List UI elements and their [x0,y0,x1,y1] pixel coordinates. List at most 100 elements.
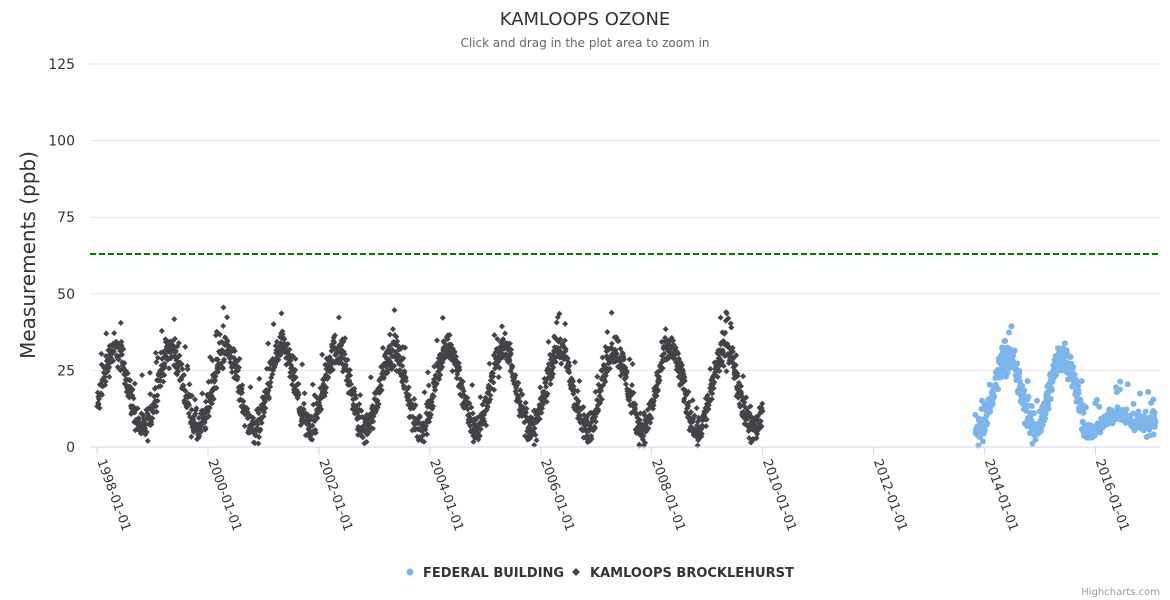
data-point[interactable] [533,437,540,444]
data-point[interactable] [1114,404,1121,411]
data-point[interactable] [1004,369,1011,376]
data-point[interactable] [269,371,276,378]
data-point[interactable] [1082,404,1089,411]
data-point[interactable] [131,380,138,387]
data-point[interactable] [346,366,353,373]
data-point[interactable] [432,386,439,393]
data-point[interactable] [1032,436,1039,443]
data-point[interactable] [550,371,557,378]
data-point[interactable] [351,385,358,392]
data-point[interactable] [152,349,159,356]
data-point[interactable] [1096,403,1103,410]
data-point[interactable] [506,357,513,364]
data-point[interactable] [705,406,712,413]
data-point[interactable] [347,372,354,379]
data-point[interactable] [720,362,727,369]
data-point[interactable] [260,413,267,420]
data-point[interactable] [191,396,198,403]
data-point[interactable] [406,392,413,399]
data-point[interactable] [341,351,348,358]
data-point[interactable] [255,440,262,447]
data-point[interactable] [460,388,467,395]
data-point[interactable] [507,350,514,357]
data-point[interactable] [681,377,688,384]
data-point[interactable] [98,350,105,357]
data-point[interactable] [732,362,739,369]
data-point[interactable] [367,374,374,381]
data-point[interactable] [234,374,241,381]
data-point[interactable] [728,324,735,331]
data-point[interactable] [433,337,440,344]
data-point[interactable] [1025,393,1032,400]
data-point[interactable] [208,400,215,407]
data-point[interactable] [451,348,458,355]
data-point[interactable] [1150,396,1157,403]
data-point[interactable] [727,320,734,327]
data-point[interactable] [314,415,321,422]
data-point[interactable] [1063,347,1070,354]
data-point[interactable] [1152,418,1159,425]
data-point[interactable] [623,368,630,375]
credits-link[interactable]: Highcharts.com [1081,587,1160,598]
data-point[interactable] [629,360,636,367]
data-point[interactable] [659,365,666,372]
data-point[interactable] [469,381,476,388]
data-point[interactable] [188,433,195,440]
data-point[interactable] [691,412,698,419]
data-point[interactable] [102,378,109,385]
data-point[interactable] [486,360,493,367]
data-point[interactable] [214,356,221,363]
data-point[interactable] [456,366,463,373]
data-point[interactable] [258,419,265,426]
data-point[interactable] [182,343,189,350]
data-point[interactable] [1048,387,1055,394]
data-point[interactable] [689,397,696,404]
data-point[interactable] [588,435,595,442]
data-point[interactable] [281,336,288,343]
data-point[interactable] [685,403,692,410]
data-point[interactable] [1024,377,1031,384]
data-point[interactable] [357,392,364,399]
data-point[interactable] [656,377,663,384]
data-point[interactable] [149,415,156,422]
data-point[interactable] [455,360,462,367]
data-point[interactable] [172,348,179,355]
data-point[interactable] [979,438,986,445]
data-point[interactable] [709,390,716,397]
data-point[interactable] [640,432,647,439]
data-point[interactable] [335,314,342,321]
data-point[interactable] [1053,371,1060,378]
data-point[interactable] [539,401,546,408]
data-point[interactable] [613,351,620,358]
data-point[interactable] [256,375,263,382]
data-point[interactable] [154,354,161,361]
data-point[interactable] [636,417,643,424]
data-point[interactable] [1006,329,1013,336]
data-point[interactable] [325,374,332,381]
data-point[interactable] [547,381,554,388]
data-point[interactable] [672,344,679,351]
data-point[interactable] [544,390,551,397]
data-point[interactable] [420,438,427,445]
data-point[interactable] [734,373,741,380]
data-point[interactable] [96,405,103,412]
data-point[interactable] [241,422,248,429]
data-point[interactable] [645,425,652,432]
data-point[interactable] [989,401,996,408]
data-point[interactable] [1142,408,1149,415]
data-point[interactable] [543,383,550,390]
data-point[interactable] [221,356,228,363]
data-point[interactable] [196,433,203,440]
data-point[interactable] [733,352,740,359]
data-point[interactable] [213,385,220,392]
data-point[interactable] [675,350,682,357]
data-point[interactable] [1129,410,1136,417]
data-point[interactable] [591,425,598,432]
data-point[interactable] [198,428,205,435]
data-point[interactable] [464,394,471,401]
data-point[interactable] [202,424,209,431]
data-point[interactable] [642,439,649,446]
data-point[interactable] [323,384,330,391]
data-point[interactable] [135,415,142,422]
data-point[interactable] [220,304,227,311]
